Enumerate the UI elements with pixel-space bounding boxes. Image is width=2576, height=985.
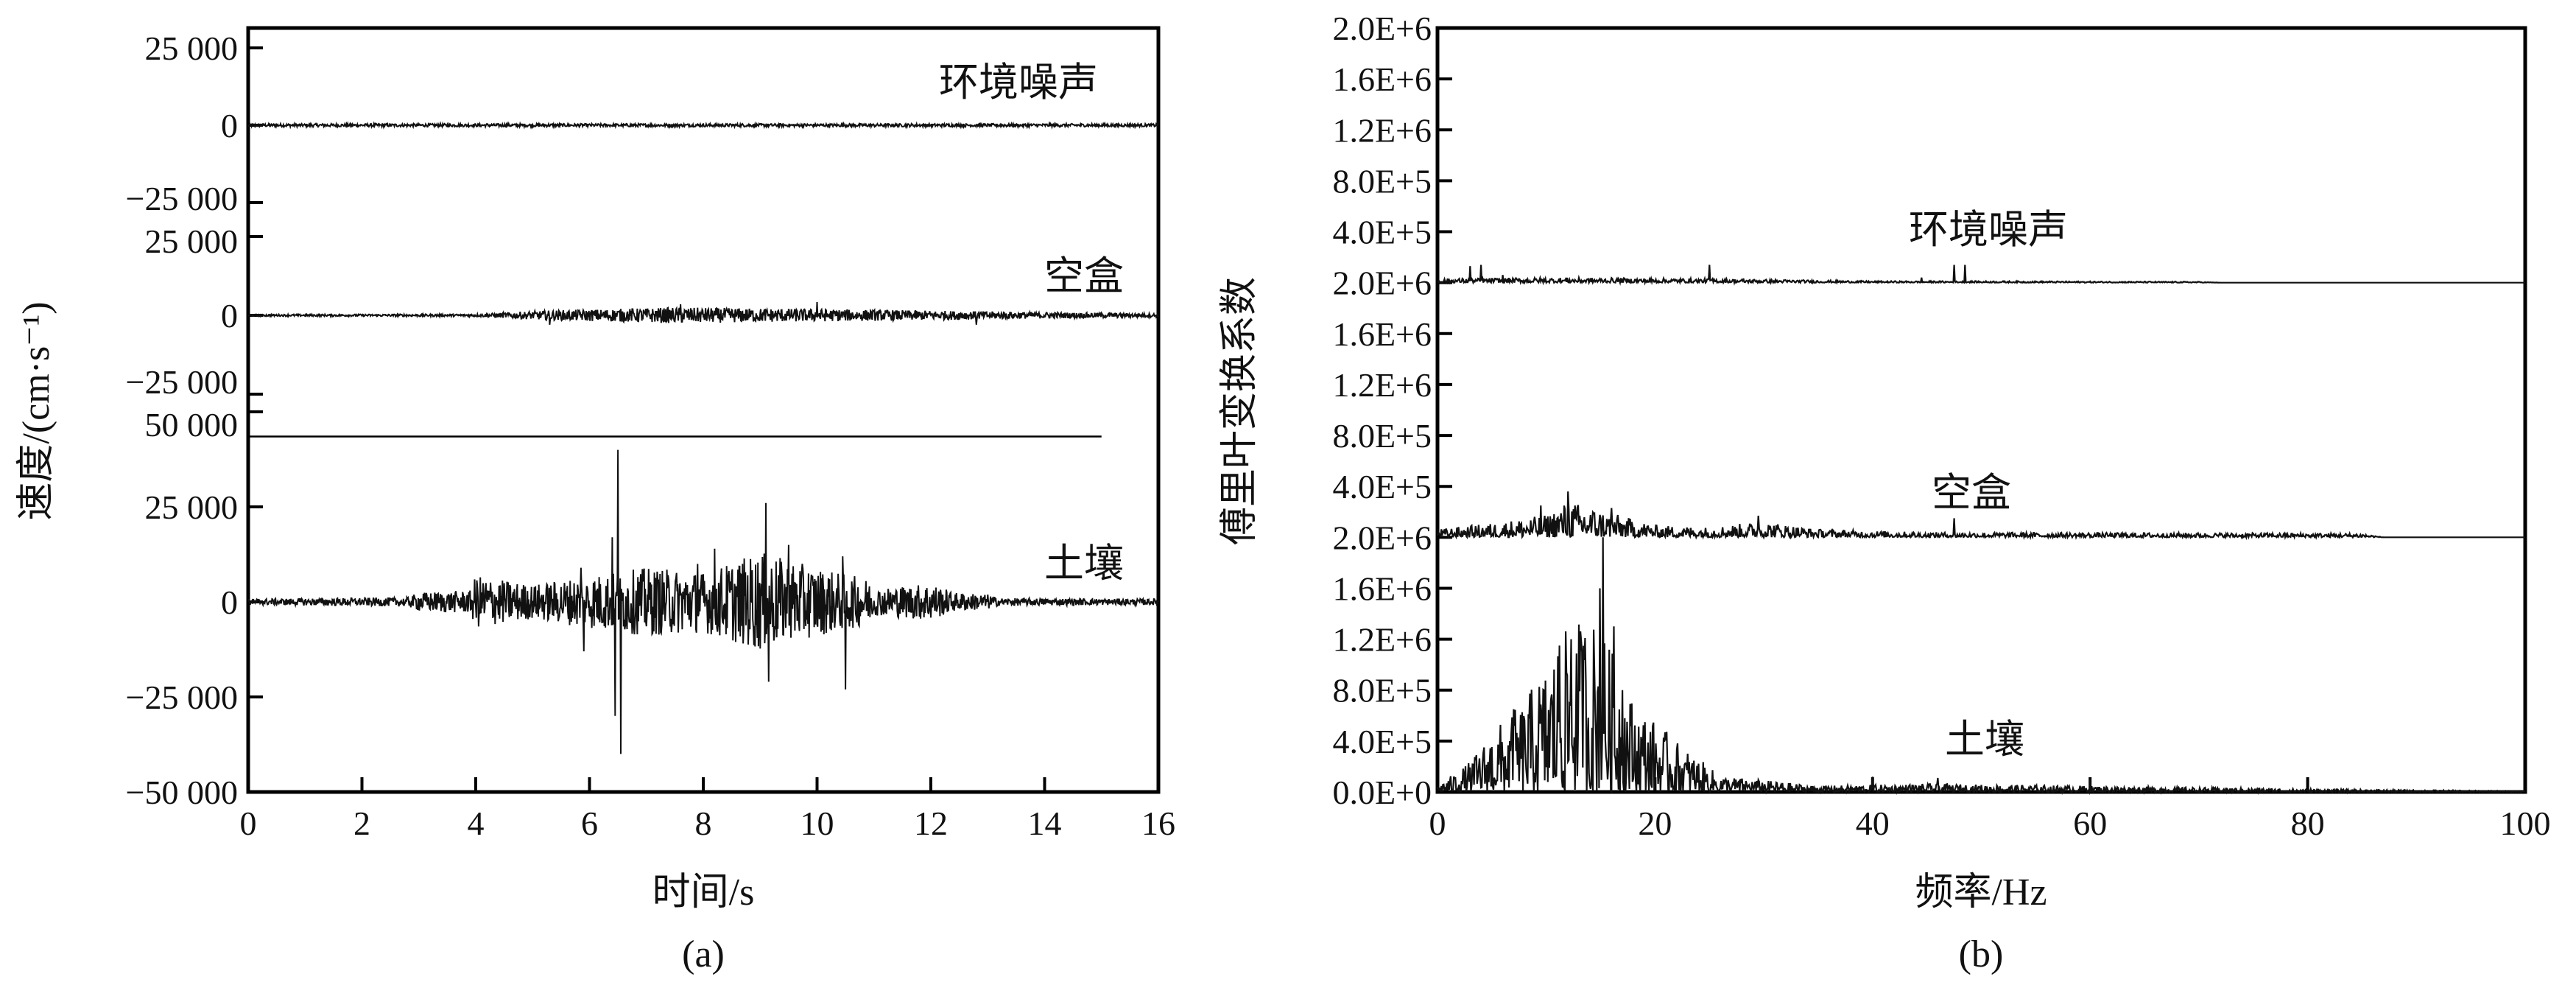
chart-b-spectrum: 频率/Hz (b) 傅里叶变换系数 0 20 40 60 80 100 2.0E+6 1.6E… [1219, 10, 2551, 975]
chart-b-ytick-label: 1.6E+6 [1332, 60, 1432, 98]
chart-b-ytick-label: 1.6E+6 [1332, 569, 1432, 607]
chart-a-ytick-label: 0 [221, 107, 238, 144]
chart-b-series-line [1436, 491, 2525, 541]
chart-b-ytick-label: 8.0E+5 [1332, 672, 1432, 709]
chart-b-plot-frame [1435, 26, 2527, 794]
chart-a-ytick-label: 25 000 [145, 29, 239, 67]
chart-b-ytick-label: 1.2E+6 [1332, 111, 1432, 149]
chart-a-ytick-label: −25 000 [126, 363, 238, 401]
chart-b-ytick-label: 8.0E+5 [1332, 417, 1432, 455]
chart-a-panel-label: (a) [682, 933, 725, 975]
chart-b-series-line [1436, 537, 2526, 796]
chart-b-series-label: 土壤 [1945, 718, 2024, 762]
chart-b-xtick-label: 40 [1856, 805, 1890, 842]
chart-a-ytick-label: −25 000 [126, 679, 238, 716]
chart-b-series-label: 环境噪声 [1909, 208, 2068, 252]
chart-b-ytick-label: 4.0E+5 [1332, 214, 1432, 251]
chart-b-ytick-label: 0.0E+0 [1332, 774, 1432, 811]
chart-a-xtick-label: 14 [1028, 805, 1062, 842]
chart-a-xtick-label: 6 [581, 805, 598, 842]
chart-b-ytick-label: 4.0E+5 [1332, 723, 1432, 760]
chart-a-ytick-label: 0 [221, 583, 238, 621]
chart-a-ytick-label: 25 000 [145, 222, 239, 260]
chart-a-series-label: 环境噪声 [939, 60, 1098, 105]
chart-a-ytick-label: 0 [221, 297, 238, 334]
chart-b-xlabel: 频率/Hz [1915, 872, 2047, 914]
chart-b-ytick-label: 1.2E+6 [1332, 621, 1432, 659]
chart-b-xtick-label: 80 [2291, 805, 2325, 842]
chart-a-ytick-label: 25 000 [145, 488, 239, 526]
chart-b-ylabel: 傅里叶变换系数 [1219, 277, 1261, 545]
chart-a-ytick-label: −25 000 [126, 180, 238, 217]
chart-b-series-label: 空盒 [1932, 471, 2011, 515]
chart-b-xtick-label: 60 [2073, 805, 2107, 842]
chart-b-ytick-label: 2.0E+6 [1332, 10, 1432, 47]
chart-a-series-label: 土壤 [1044, 541, 1124, 586]
chart-b-ytick-label: 8.0E+5 [1332, 162, 1432, 200]
chart-a-xtick-label: 2 [353, 805, 370, 842]
chart-a-xtick-label: 10 [800, 805, 834, 842]
chart-a-series-line [247, 121, 1159, 130]
chart-b-series-line [1437, 264, 2525, 286]
chart-a-xtick-label: 8 [695, 805, 712, 842]
chart-a-xtick-label: 12 [914, 805, 948, 842]
chart-a-ytick-label: 50 000 [145, 406, 239, 444]
chart-a-time-series: 时间/s (a) 速度/(cm·s⁻¹) 0 2 4 6 8 10 12 14 16 25 000… [15, 26, 1175, 975]
chart-b-ytick-label: 2.0E+6 [1332, 264, 1432, 302]
chart-a-series-line [247, 449, 1159, 754]
chart-b-panel-label: (b) [1959, 933, 2004, 975]
chart-a-xlabel: 时间/s [652, 872, 755, 914]
chart-b-ytick-label: 4.0E+5 [1332, 468, 1432, 505]
chart-a-xtick-label: 4 [468, 805, 485, 842]
chart-a-ylabel: 速度/(cm·s⁻¹) [15, 301, 57, 520]
chart-b-xtick-label: 20 [1638, 805, 1672, 842]
chart-b-ytick-label: 1.2E+6 [1332, 366, 1432, 404]
chart-b-ytick-label: 2.0E+6 [1332, 519, 1432, 556]
chart-a-xtick-label: 16 [1141, 805, 1175, 842]
chart-a-series-line [247, 301, 1159, 325]
chart-a-ytick-label: −50 000 [126, 774, 238, 811]
chart-b-xtick-label: 100 [2500, 805, 2551, 842]
chart-a-xtick-label: 0 [240, 805, 257, 842]
chart-b-xtick-label: 0 [1429, 805, 1446, 842]
chart-a-plot-frame [246, 26, 1161, 794]
chart-b-ytick-label: 1.6E+6 [1332, 315, 1432, 353]
chart-a-series-label: 空盒 [1044, 254, 1124, 298]
